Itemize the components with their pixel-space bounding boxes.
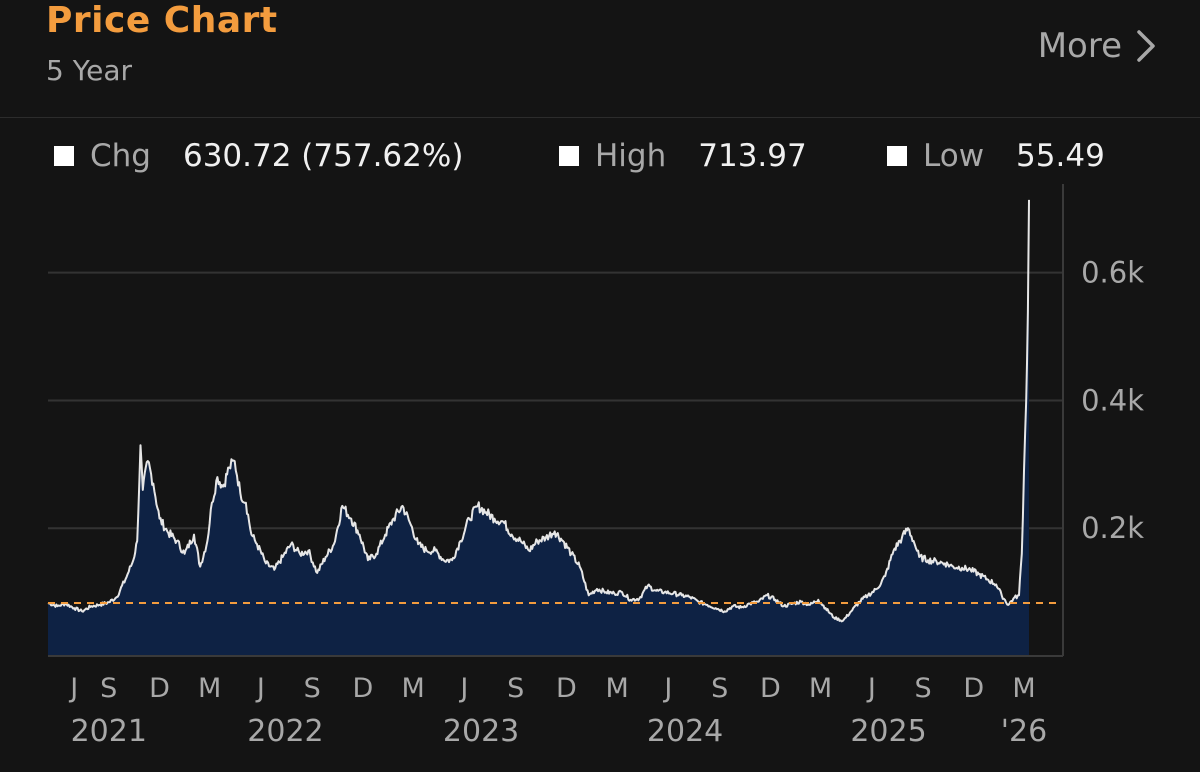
x-tick-label: D bbox=[149, 673, 170, 704]
x-tick-label: S bbox=[915, 673, 932, 704]
y-axis-ticks: 0.2k 0.4k 0.6k bbox=[1081, 256, 1144, 546]
x-year-label: 2024 bbox=[647, 714, 723, 749]
grid bbox=[48, 271, 1063, 530]
x-year-label: 2023 bbox=[443, 714, 519, 749]
x-tick-label: S bbox=[711, 673, 728, 704]
x-tick-label: M bbox=[198, 673, 221, 704]
x-tick-label: D bbox=[963, 673, 984, 704]
more-label: More bbox=[1037, 26, 1122, 66]
chevron-right-icon bbox=[1137, 30, 1155, 62]
low-value: 55.49 bbox=[1016, 138, 1105, 174]
change-legend-marker bbox=[54, 146, 74, 166]
high-stat: High 713.97 bbox=[559, 138, 807, 174]
x-tick-label: S bbox=[304, 673, 321, 704]
axes bbox=[48, 184, 1064, 657]
x-tick-label: J bbox=[662, 673, 672, 704]
change-stat: Chg 630.72 (757.62%) bbox=[54, 138, 463, 174]
change-label: Chg bbox=[90, 138, 151, 174]
header-divider bbox=[0, 117, 1200, 118]
y-tick-label: 0.2k bbox=[1081, 511, 1144, 545]
period-label: 5 Year bbox=[46, 54, 132, 87]
low-stat: Low 55.49 bbox=[887, 138, 1105, 174]
y-tick-label: 0.4k bbox=[1081, 383, 1144, 417]
price-area-fill bbox=[48, 199, 1029, 656]
chart-title: Price Chart bbox=[46, 0, 278, 41]
x-axis-year-labels: 2021 2022 2023 2024 2025 '26 bbox=[71, 714, 1048, 749]
high-legend-marker bbox=[559, 146, 579, 166]
x-tick-label: M bbox=[401, 673, 424, 704]
low-legend-marker bbox=[887, 146, 907, 166]
high-label: High bbox=[595, 138, 667, 174]
x-tick-label: J bbox=[255, 673, 265, 704]
x-tick-label: S bbox=[100, 673, 117, 704]
price-line bbox=[47, 199, 1030, 623]
low-label: Low bbox=[923, 138, 985, 174]
x-tick-label: M bbox=[809, 673, 832, 704]
x-tick-label: S bbox=[507, 673, 524, 704]
x-tick-label: D bbox=[556, 673, 577, 704]
x-tick-label: J bbox=[458, 673, 468, 704]
x-tick-label: M bbox=[1012, 673, 1035, 704]
x-year-label: '26 bbox=[1001, 714, 1047, 749]
x-tick-label: D bbox=[353, 673, 374, 704]
more-button[interactable]: More bbox=[1038, 26, 1156, 66]
x-tick-label: D bbox=[760, 673, 781, 704]
y-tick-label: 0.6k bbox=[1081, 256, 1144, 290]
high-value: 713.97 bbox=[698, 138, 807, 174]
change-value: 630.72 (757.62%) bbox=[182, 138, 464, 174]
x-tick-label: M bbox=[605, 673, 628, 704]
x-tick-label: J bbox=[68, 673, 78, 704]
x-year-label: 2022 bbox=[247, 714, 323, 749]
x-year-label: 2025 bbox=[850, 714, 926, 749]
x-year-label: 2021 bbox=[71, 714, 147, 749]
x-tick-label: J bbox=[866, 673, 876, 704]
